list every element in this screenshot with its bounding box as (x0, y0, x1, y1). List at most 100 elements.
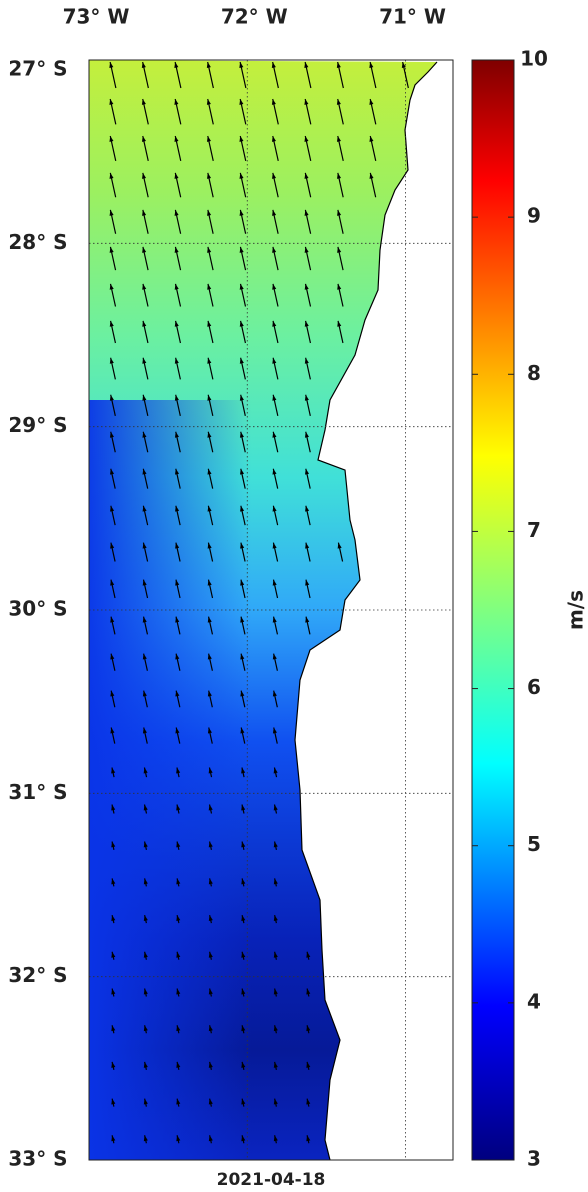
wind-arrow-head (369, 135, 374, 142)
wind-arrow-head (304, 283, 309, 290)
wind-arrow-head (239, 394, 244, 401)
wind-arrow-head (305, 505, 310, 512)
wind-arrow-head (207, 690, 212, 697)
wind-arrow-head (272, 357, 277, 364)
wind-arrow-head (142, 431, 147, 438)
wind-arrow-head (304, 320, 309, 327)
wind-arrow-head (174, 357, 179, 364)
wind-arrow-head (240, 727, 245, 734)
wind-arrow-head (240, 542, 245, 549)
wind-arrow-head (272, 246, 277, 253)
wind-arrow-head (306, 988, 311, 995)
wind-arrow-head (240, 653, 245, 660)
wind-arrow-head (241, 915, 246, 922)
wind-arrow-head (337, 246, 342, 253)
lat-tick-label: 31° S (8, 780, 67, 804)
wind-arrow-head (110, 690, 115, 697)
lon-tick-label: 73° W (63, 5, 130, 29)
wind-arrow-head (241, 951, 246, 958)
wind-arrow-head (110, 579, 115, 586)
wind-arrow-head (207, 357, 212, 364)
wind-arrow-head (207, 431, 212, 438)
wind-arrow-head (304, 135, 309, 142)
wind-arrow-head (142, 320, 147, 327)
wind-arrow-head (272, 320, 277, 327)
wind-arrow-head (109, 135, 114, 142)
wind-arrow-head (109, 62, 114, 68)
colorbar-tick-label: 4 (527, 989, 541, 1013)
wind-arrow-head (369, 172, 374, 179)
colorbar-tick-label: 8 (527, 361, 541, 385)
wind-arrow-head (207, 283, 212, 290)
wind-arrow-head (174, 394, 179, 401)
wind-vectors (109, 61, 409, 1144)
wind-arrow-head (239, 135, 244, 142)
colorbar-tick-label: 7 (527, 518, 541, 542)
wind-arrow-head (273, 841, 278, 848)
wind-arrow-head (337, 209, 342, 216)
axis-labels: 73° W 72° W 71° W 27° S 28° S 29° S 30° S 31° S… (8, 5, 446, 1171)
wind-arrow-head (175, 727, 180, 734)
wind-arrow-head (369, 98, 374, 105)
wind-arrow-head (206, 135, 211, 142)
wind-arrow-head (143, 841, 148, 848)
wind-arrow-head (306, 1061, 311, 1068)
wind-arrow-head (109, 98, 114, 105)
wind-arrow-head (271, 62, 276, 68)
wind-arrow-head (174, 246, 179, 253)
wind-arrow-head (207, 616, 212, 623)
wind-arrow-head (175, 579, 180, 586)
wind-arrow-head (206, 62, 211, 68)
wind-arrow-head (207, 542, 212, 549)
wind-arrow-head (143, 951, 148, 958)
wind-arrow-head (176, 804, 181, 811)
lat-tick-label: 30° S (8, 597, 67, 621)
wind-arrow-head (142, 172, 147, 179)
wind-arrow-head (111, 878, 116, 885)
wind-arrow-head (109, 172, 114, 179)
wind-arrow-head (304, 431, 309, 438)
wind-arrow-head (241, 1025, 246, 1032)
wind-arrow-head (208, 878, 213, 885)
wind-arrow-head (174, 320, 179, 327)
wind-arrow-head (109, 283, 114, 290)
wind-arrow-head (109, 209, 114, 216)
wind-arrow-head (110, 727, 115, 734)
wind-arrow-head (174, 431, 179, 438)
lat-tick-label: 32° S (8, 963, 67, 987)
wind-arrow-head (241, 767, 246, 774)
wind-arrow-head (109, 431, 114, 438)
wind-arrow-head (176, 1061, 181, 1068)
wind-arrow-head (305, 542, 310, 549)
colorbar (471, 59, 515, 1161)
wind-arrow-head (142, 468, 147, 475)
wind-arrow-head (240, 579, 245, 586)
wind-arrow-head (110, 616, 115, 623)
wind-arrow-head (336, 62, 341, 68)
wind-arrow-head (175, 616, 180, 623)
wind-arrow-head (336, 135, 341, 142)
wind-arrow-head (272, 579, 277, 586)
wind-arrow-head (176, 841, 181, 848)
wind-arrow-head (208, 915, 213, 922)
wind-arrow-head (142, 394, 147, 401)
wind-arrow-head (207, 246, 212, 253)
ocean-field-shade (89, 400, 360, 1160)
wind-arrow-head (111, 1025, 116, 1032)
wind-arrow-head (273, 1025, 278, 1032)
wind-arrow-head (240, 468, 245, 475)
wind-arrow-head (273, 951, 278, 958)
wind-arrow-head (111, 951, 116, 958)
wind-arrow-head (337, 283, 342, 290)
wind-arrow-head (273, 988, 278, 995)
wind-arrow-head (306, 1098, 311, 1105)
wind-arrow-head (240, 616, 245, 623)
wind-arrow-head (337, 542, 342, 549)
wind-arrow-head (306, 1135, 311, 1142)
colorbar-tick-label: 5 (527, 832, 541, 856)
wind-arrow-head (143, 1098, 148, 1105)
wind-arrow-head (142, 357, 147, 364)
wind-arrow-head (208, 988, 213, 995)
wind-arrow-head (109, 320, 114, 327)
